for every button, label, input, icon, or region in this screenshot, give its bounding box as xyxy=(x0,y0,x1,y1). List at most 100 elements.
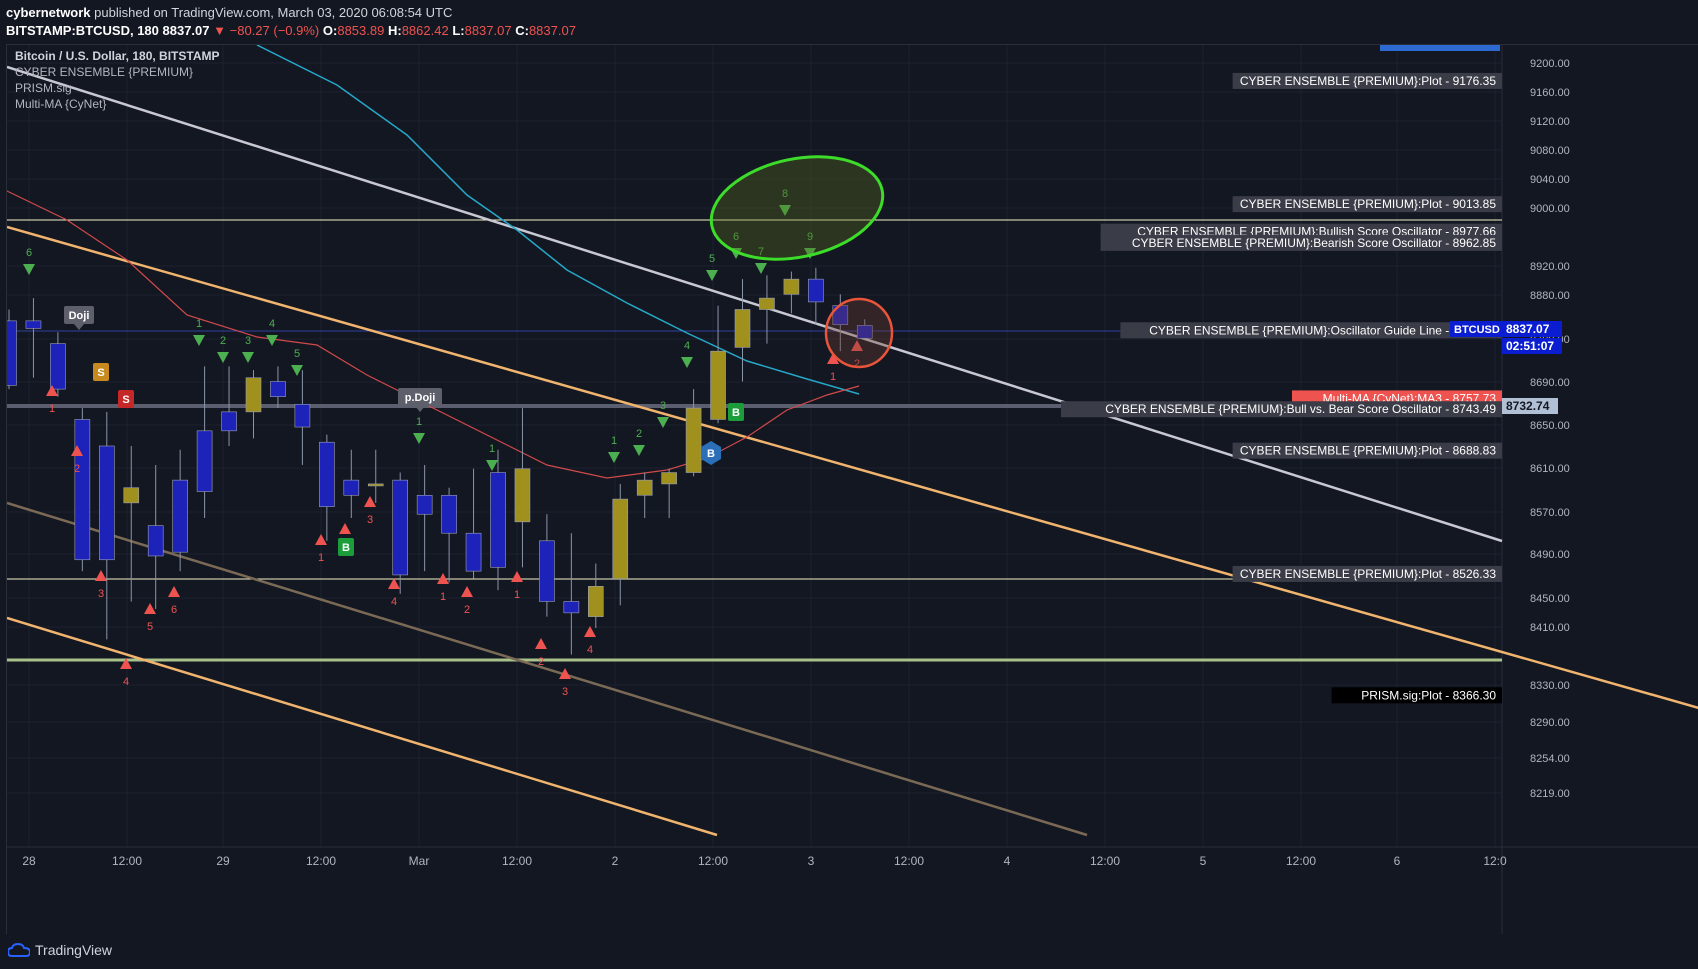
candle-down[interactable] xyxy=(490,472,506,568)
symbol-label[interactable]: BITSTAMP:BTCUSD, 180 xyxy=(6,23,159,38)
countdown-badge-bg xyxy=(1502,338,1562,354)
legend-title: Bitcoin / U.S. Dollar, 180, BITSTAMP xyxy=(15,49,219,63)
candle-down[interactable] xyxy=(147,525,164,557)
buy-count-label: 1 xyxy=(416,416,422,428)
price-tick-label: 8570.00 xyxy=(1530,507,1570,519)
candle-up[interactable] xyxy=(759,297,775,310)
candle-down[interactable] xyxy=(1,320,17,386)
time-tick-label: 12:00 xyxy=(1286,854,1316,868)
sell-arrow-icon xyxy=(388,578,400,589)
buy-count-label: 4 xyxy=(269,318,275,330)
study-label-bg xyxy=(1061,401,1502,418)
candle-down[interactable] xyxy=(465,532,482,572)
candle-up[interactable] xyxy=(587,586,604,617)
candle-up[interactable] xyxy=(710,350,726,420)
candle-down[interactable] xyxy=(392,479,409,576)
price-tick-label: 8219.00 xyxy=(1530,788,1570,800)
candle-down[interactable] xyxy=(172,479,188,553)
candle-down[interactable] xyxy=(50,343,66,390)
sell-count-label: 1 xyxy=(830,371,836,383)
high-label: H: xyxy=(387,23,402,38)
sell-count-label: 3 xyxy=(367,514,373,526)
study-value-label: CYBER ENSEMBLE {PREMIUM}:Plot - 9013.85 xyxy=(1240,197,1496,211)
b-signal-marker: B xyxy=(732,407,740,419)
author-name[interactable]: cybernetwork xyxy=(6,5,91,20)
candle-down[interactable] xyxy=(441,494,457,534)
s-signal-marker-bg xyxy=(93,363,109,381)
chart-pane[interactable]: 9200.00 9160.00 9120.00 9080.00 9040.00 9000.… xyxy=(1,39,1698,935)
candle-down[interactable] xyxy=(416,494,433,515)
buy-count-label: 3 xyxy=(245,335,251,347)
candle-down[interactable] xyxy=(221,411,237,432)
candle-down[interactable] xyxy=(270,381,286,398)
candle-up[interactable] xyxy=(123,487,140,504)
candle-down[interactable] xyxy=(856,325,873,339)
buy-count-label: 4 xyxy=(684,340,690,352)
candle-up[interactable] xyxy=(661,472,677,485)
candle-up[interactable] xyxy=(245,377,262,413)
candle-down[interactable] xyxy=(294,403,311,428)
chart-header: cybernetwork published on TradingView.co… xyxy=(0,0,1698,44)
candle-up[interactable] xyxy=(612,498,629,580)
s-signal-marker: S xyxy=(122,394,129,406)
time-tick-label: 12:00 xyxy=(1090,854,1120,868)
candle-down[interactable] xyxy=(25,320,42,329)
sell-arrow-icon xyxy=(535,638,547,649)
open-label: O: xyxy=(322,23,338,38)
buy-arrow-icon xyxy=(291,365,303,376)
tradingview-logo[interactable]: TradingView xyxy=(8,942,112,958)
pdoji-badge-bg xyxy=(398,388,442,406)
btcusd-symbol-label: BTCUSD - xyxy=(1454,324,1507,336)
sell-count-label: 2 xyxy=(74,463,80,475)
candle-up[interactable] xyxy=(734,309,751,348)
candle-down[interactable] xyxy=(563,601,580,614)
candle-up[interactable] xyxy=(636,479,653,496)
candle-up[interactable] xyxy=(367,483,384,487)
cutoff-label-bg xyxy=(1380,39,1500,51)
price-tick-label: 8490.00 xyxy=(1530,549,1570,561)
sell-arrow-icon xyxy=(168,586,180,597)
price-tick-label: 8610.00 xyxy=(1530,463,1570,475)
candle-up[interactable] xyxy=(514,468,531,523)
sell-arrow-icon xyxy=(851,340,863,351)
buy-count-label: 1 xyxy=(196,318,202,330)
channel-upper-line xyxy=(6,225,1698,710)
buy-count-label: 8 xyxy=(782,188,788,200)
study-label-bg xyxy=(1232,72,1502,89)
candle-down[interactable] xyxy=(99,445,115,561)
buy-arrow-icon xyxy=(217,352,229,363)
publish-line: cybernetwork published on TradingView.co… xyxy=(6,5,452,20)
sell-count-label: 5 xyxy=(147,621,153,633)
candle-down[interactable] xyxy=(539,540,555,602)
doji-badge-bg xyxy=(64,306,94,324)
countdown-badge: 02:51:07 xyxy=(1506,339,1554,353)
sell-count-label: 2 xyxy=(538,656,544,668)
buy-count-label: 1 xyxy=(611,435,617,447)
pdoji-badge-pointer xyxy=(415,406,425,412)
price-chart[interactable]: 9200.00 9160.00 9120.00 9080.00 9040.00 9000.… xyxy=(1,39,1698,935)
low-value: 8837.07 xyxy=(464,23,512,38)
price-tick-label: 9080.00 xyxy=(1530,145,1570,157)
candle-down[interactable] xyxy=(74,419,91,561)
candle-down[interactable] xyxy=(343,479,360,496)
price-tick-label: 8690.00 xyxy=(1530,377,1570,389)
time-tick-label: 29 xyxy=(216,854,230,868)
study-label-bg xyxy=(1232,565,1502,582)
sell-arrow-icon xyxy=(827,353,839,364)
study-label-bg xyxy=(1232,442,1502,459)
candle-down[interactable] xyxy=(319,441,335,507)
legend-study: Multi-MA {CyNet} xyxy=(15,97,106,111)
b-signal-marker-bg xyxy=(728,403,744,421)
b-signal-marker-bg xyxy=(338,538,354,556)
price-tick-label: 8290.00 xyxy=(1530,717,1570,729)
time-tick-label: 12:00 xyxy=(112,854,142,868)
candle-up[interactable] xyxy=(685,407,702,473)
last-price: 8837.07 xyxy=(162,23,210,38)
open-value: 8853.89 xyxy=(337,23,385,38)
candle-down[interactable] xyxy=(196,430,213,492)
candle-down[interactable] xyxy=(808,278,824,303)
high-value: 8862.42 xyxy=(401,23,449,38)
candle-up[interactable] xyxy=(783,278,800,295)
time-tick-label: 28 xyxy=(22,854,36,868)
b-signal-marker: B xyxy=(342,542,350,554)
